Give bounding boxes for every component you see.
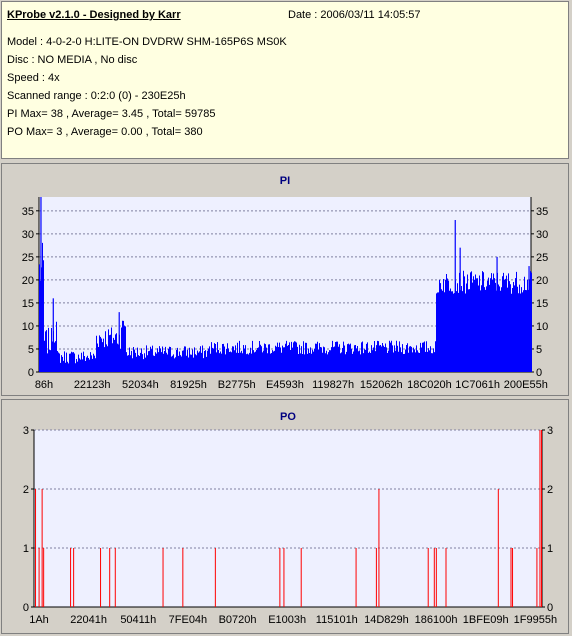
po-xtick-label: 50411h xyxy=(120,614,156,626)
drive-model: Model : 4-0-2-0 H:LITE-ON DVDRW SHM-165P… xyxy=(7,36,287,48)
pi-ytick-left: 25 xyxy=(22,252,34,264)
po-ytick-left: 1 xyxy=(23,543,29,555)
pi-ytick-left: 15 xyxy=(22,298,34,310)
pi-ytick-right: 30 xyxy=(536,229,548,241)
po-ytick-left: 3 xyxy=(23,425,29,437)
po-xtick-label: 1BFE09h xyxy=(463,614,509,626)
pi-xtick-label: E4593h xyxy=(266,379,304,391)
po-xtick-label: 115101h xyxy=(316,614,358,626)
pi-ytick-right: 10 xyxy=(536,321,548,333)
po-xtick-label: 22041h xyxy=(70,614,107,626)
pi-xtick-label: 22123h xyxy=(74,379,111,391)
po-plot-area xyxy=(34,430,542,607)
pi-ytick-left: 0 xyxy=(28,367,34,379)
po-ytick-right: 2 xyxy=(547,484,553,496)
po-ytick-right: 3 xyxy=(547,425,553,437)
pi-xtick-label: B2775h xyxy=(218,379,256,391)
pi-chart-panel: PI 0 0 5 5 10 10 15 15 20 20 25 25 30 30 35 35 86h 22123h 5… xyxy=(1,163,569,396)
pi-ytick-left: 10 xyxy=(22,321,34,333)
scanned-range: Scanned range : 0:2:0 (0) - 230E25h xyxy=(7,90,186,102)
pi-ytick-right: 25 xyxy=(536,252,548,264)
pi-xtick-label: 18C020h xyxy=(407,379,452,391)
po-xtick-label: 1F9955h xyxy=(514,614,557,626)
pi-xtick-label: 52034h xyxy=(122,379,159,391)
pi-xtick-label: 1C7061h xyxy=(455,379,500,391)
po-ytick-right: 0 xyxy=(547,602,553,614)
pi-ytick-right: 15 xyxy=(536,298,548,310)
po-summary: PO Max= 3 , Average= 0.00 , Total= 380 xyxy=(7,126,203,138)
speed-info: Speed : 4x xyxy=(7,72,60,84)
pi-ytick-left: 20 xyxy=(22,275,34,287)
info-panel: KProbe v2.1.0 - Designed by Karr Date : … xyxy=(1,1,569,159)
disc-info: Disc : NO MEDIA , No disc xyxy=(7,54,138,66)
pi-chart: PI 0 0 5 5 10 10 15 15 20 20 25 25 30 30 35 35 86h 22123h 5… xyxy=(22,175,549,391)
pi-xtick-label: 200E55h xyxy=(504,379,548,391)
po-chart-panel: PO 0 0 1 1 2 2 3 3 1Ah 22041h 50411h 7FE04h B0720h E10… xyxy=(1,399,569,634)
pi-ytick-left: 30 xyxy=(22,229,34,241)
pi-xtick-label: 152062h xyxy=(360,379,403,391)
pi-ytick-left: 5 xyxy=(28,344,34,356)
po-xtick-label: 186100h xyxy=(415,614,458,626)
po-ytick-left: 0 xyxy=(23,602,29,614)
pi-ytick-right: 5 xyxy=(536,344,542,356)
po-xtick-label: E1003h xyxy=(268,614,306,626)
pi-ytick-right: 20 xyxy=(536,275,548,287)
pi-ytick-left: 35 xyxy=(22,206,34,218)
pi-chart-title: PI xyxy=(280,175,290,187)
app-title: KProbe v2.1.0 - Designed by Karr xyxy=(7,9,181,21)
po-chart-title: PO xyxy=(280,411,296,423)
po-chart: PO 0 0 1 1 2 2 3 3 1Ah 22041h 50411h 7FE04h B0720h E10… xyxy=(23,411,557,626)
pi-xtick-label: 86h xyxy=(35,379,53,391)
pi-summary: PI Max= 38 , Average= 3.45 , Total= 5978… xyxy=(7,108,216,120)
po-ytick-left: 2 xyxy=(23,484,29,496)
pi-xtick-label: 119827h xyxy=(312,379,354,391)
pi-series xyxy=(39,242,532,372)
po-xtick-label: 1Ah xyxy=(29,614,49,626)
pi-ytick-right: 0 xyxy=(536,367,542,379)
scan-date: Date : 2006/03/11 14:05:57 xyxy=(288,9,421,21)
po-xtick-label: B0720h xyxy=(219,614,257,626)
pi-xtick-label: 81925h xyxy=(170,379,207,391)
po-ytick-right: 1 xyxy=(547,543,553,555)
po-xtick-label: 7FE04h xyxy=(169,614,208,626)
pi-ytick-right: 35 xyxy=(536,206,548,218)
po-xtick-label: 14D829h xyxy=(364,614,409,626)
